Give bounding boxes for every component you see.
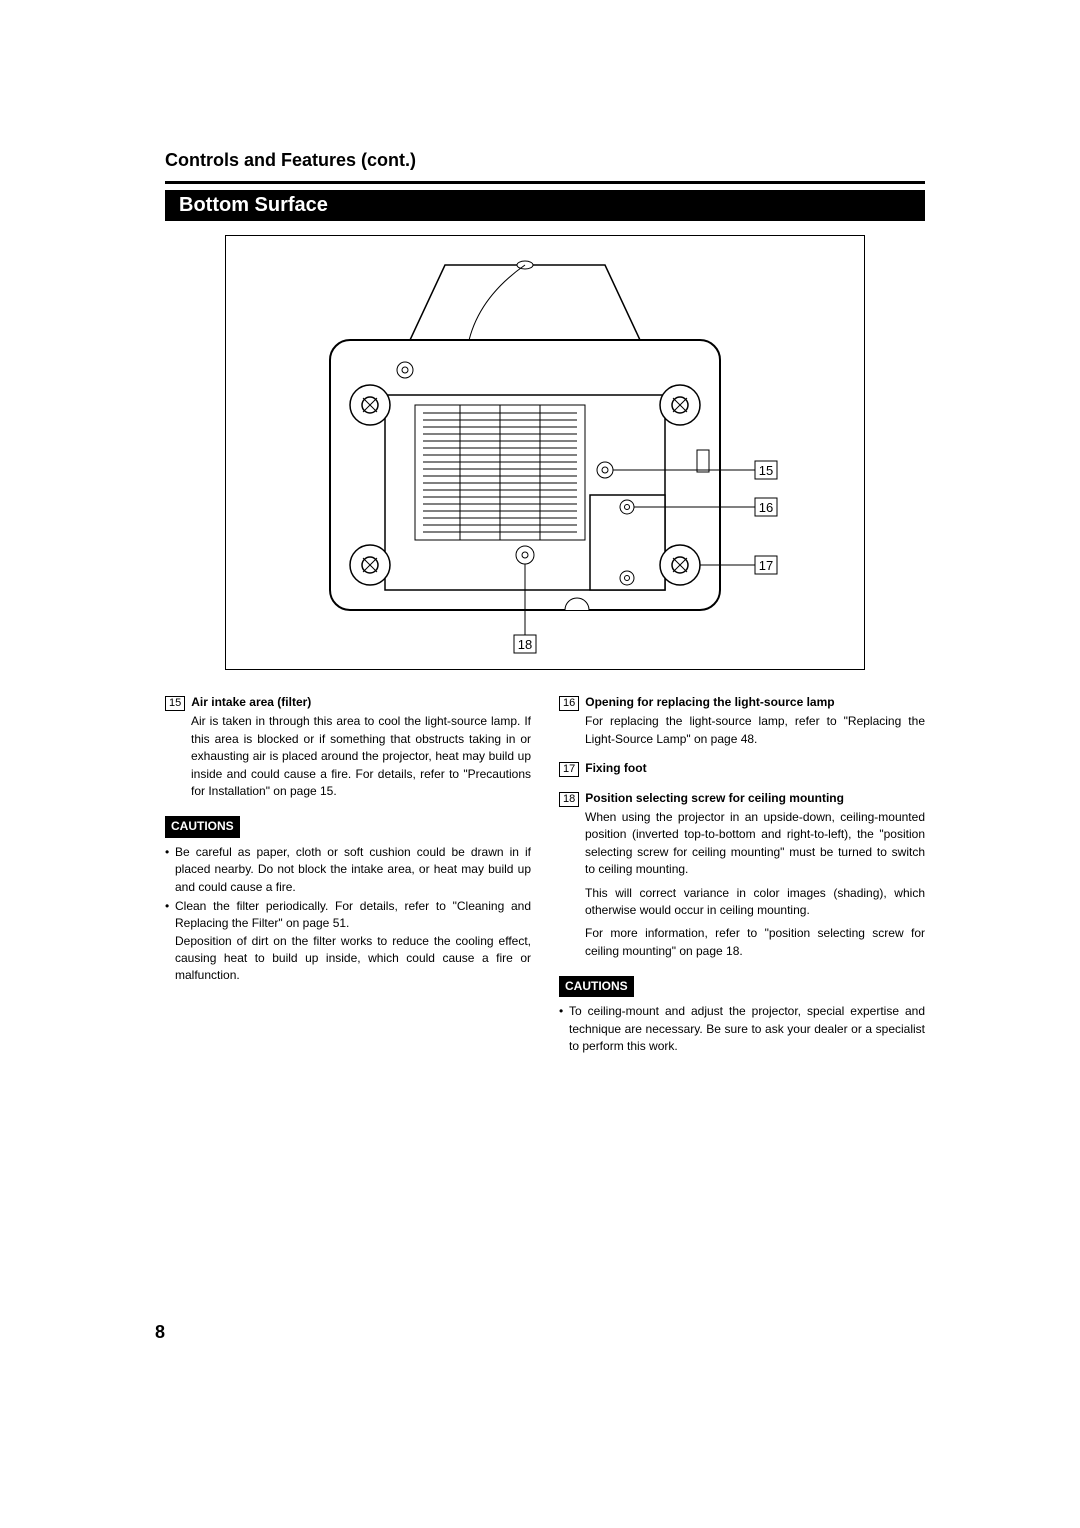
- item-number: 16: [559, 696, 579, 711]
- caution-item: Clean the filter periodically. For detai…: [165, 898, 531, 985]
- caution-subtext: Deposition of dirt on the filter works t…: [175, 933, 531, 985]
- manual-page: Controls and Features (cont.) Bottom Sur…: [0, 0, 1080, 1058]
- item-18-body-2: This will correct variance in color imag…: [585, 885, 925, 920]
- cautions-label: CAUTIONS: [559, 976, 634, 997]
- item-15-body: Air is taken in through this area to coo…: [191, 713, 531, 800]
- cautions-list: Be careful as paper, cloth or soft cushi…: [165, 844, 531, 985]
- item-title-text: Position selecting screw for ceiling mou…: [585, 791, 844, 805]
- callout-18: 18: [518, 637, 532, 652]
- callout-15: 15: [759, 463, 773, 478]
- caution-item: Be careful as paper, cloth or soft cushi…: [165, 844, 531, 896]
- left-column: 15 Air intake area (filter) Air is taken …: [165, 694, 531, 1058]
- right-column: 16 Opening for replacing the light-source…: [559, 694, 925, 1058]
- item-number: 17: [559, 762, 579, 777]
- item-title-text: Fixing foot: [585, 761, 646, 775]
- callout-17: 17: [759, 558, 773, 573]
- caution-text: Clean the filter periodically. For detai…: [175, 899, 531, 930]
- item-number: 18: [559, 792, 579, 807]
- section-heading: Controls and Features (cont.): [165, 150, 925, 171]
- bottom-surface-diagram: 15 16 17 18: [225, 235, 865, 670]
- projector-bottom-svg: 15 16 17 18: [235, 245, 855, 660]
- item-title-text: Air intake area (filter): [191, 695, 311, 709]
- subsection-bar: Bottom Surface: [165, 190, 925, 221]
- item-18-title: 18 Position selecting screw for ceiling m…: [559, 790, 925, 807]
- divider: [165, 181, 925, 184]
- cautions-label: CAUTIONS: [165, 816, 240, 837]
- description-columns: 15 Air intake area (filter) Air is taken …: [165, 694, 925, 1058]
- item-number: 15: [165, 696, 185, 711]
- item-18-body-1: When using the projector in an upside-do…: [585, 809, 925, 879]
- cautions-list: To ceiling-mount and adjust the projecto…: [559, 1003, 925, 1055]
- item-18-body-3: For more information, refer to "position…: [585, 925, 925, 960]
- item-16-title: 16 Opening for replacing the light-source…: [559, 694, 925, 711]
- page-number: 8: [155, 1322, 165, 1343]
- item-17-title: 17 Fixing foot: [559, 760, 925, 777]
- caution-item: To ceiling-mount and adjust the projecto…: [559, 1003, 925, 1055]
- item-16-body: For replacing the light-source lamp, ref…: [585, 713, 925, 748]
- item-15-title: 15 Air intake area (filter): [165, 694, 531, 711]
- item-title-text: Opening for replacing the light-source l…: [585, 695, 834, 709]
- callout-16: 16: [759, 500, 773, 515]
